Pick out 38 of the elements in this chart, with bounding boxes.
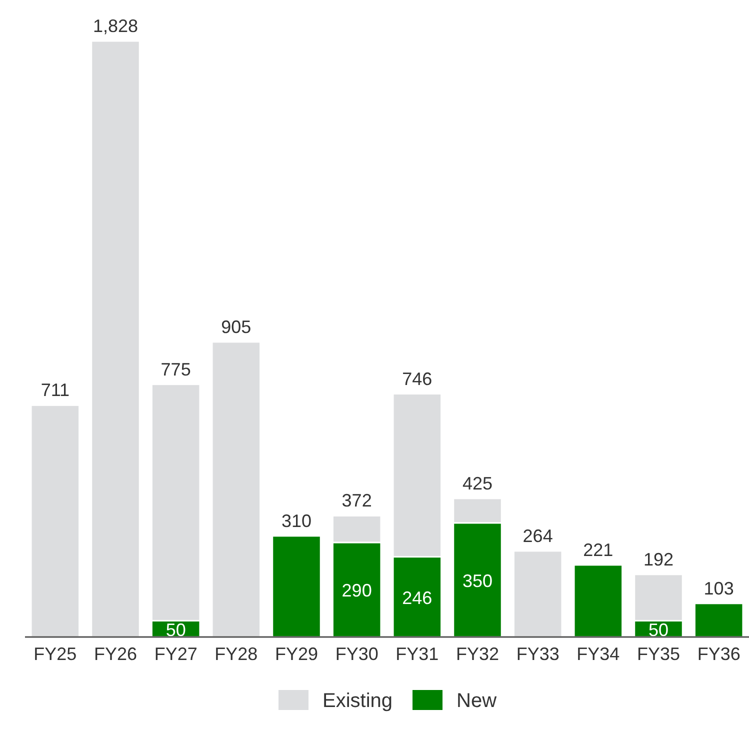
total-label: 372 bbox=[342, 490, 372, 511]
total-label: 775 bbox=[160, 359, 191, 380]
bar bbox=[573, 564, 624, 638]
data-label: 350 bbox=[462, 570, 493, 591]
bar bbox=[90, 40, 140, 638]
x-tick-label: FY26 bbox=[94, 644, 138, 664]
x-tick-label: FY32 bbox=[456, 644, 500, 664]
legend-label: Existing bbox=[322, 690, 393, 712]
x-tick-label: FY25 bbox=[34, 644, 77, 664]
data-label: 246 bbox=[402, 588, 432, 608]
total-label: 746 bbox=[402, 368, 432, 389]
x-tick-label: FY35 bbox=[636, 644, 680, 664]
total-label: 310 bbox=[281, 510, 312, 531]
x-tick-label: FY31 bbox=[396, 644, 439, 664]
bar bbox=[30, 404, 80, 638]
bar bbox=[211, 341, 262, 638]
total-label: 264 bbox=[522, 526, 553, 546]
total-label: 711 bbox=[40, 380, 70, 400]
x-tick-label: FY33 bbox=[516, 644, 560, 664]
total-label: 103 bbox=[704, 578, 734, 598]
x-tick-label: FY30 bbox=[335, 644, 378, 664]
x-tick-label: FY36 bbox=[697, 644, 740, 664]
bar bbox=[512, 550, 563, 638]
x-tick-label: FY28 bbox=[214, 644, 258, 664]
data-label: 50 bbox=[648, 620, 669, 640]
data-label: 290 bbox=[342, 580, 372, 601]
x-tick-label: FY34 bbox=[576, 644, 620, 664]
total-label: 221 bbox=[583, 540, 614, 560]
total-label: 192 bbox=[643, 549, 674, 570]
total-label: 905 bbox=[221, 316, 252, 337]
total-label: 1,828 bbox=[92, 16, 138, 36]
x-tick-label: FY29 bbox=[274, 644, 318, 664]
total-label: 425 bbox=[462, 473, 493, 494]
x-tick-label: FY27 bbox=[154, 644, 198, 664]
data-label: 50 bbox=[166, 620, 186, 640]
bar bbox=[272, 535, 322, 638]
bar bbox=[694, 602, 744, 638]
legend-label: New bbox=[456, 690, 498, 712]
